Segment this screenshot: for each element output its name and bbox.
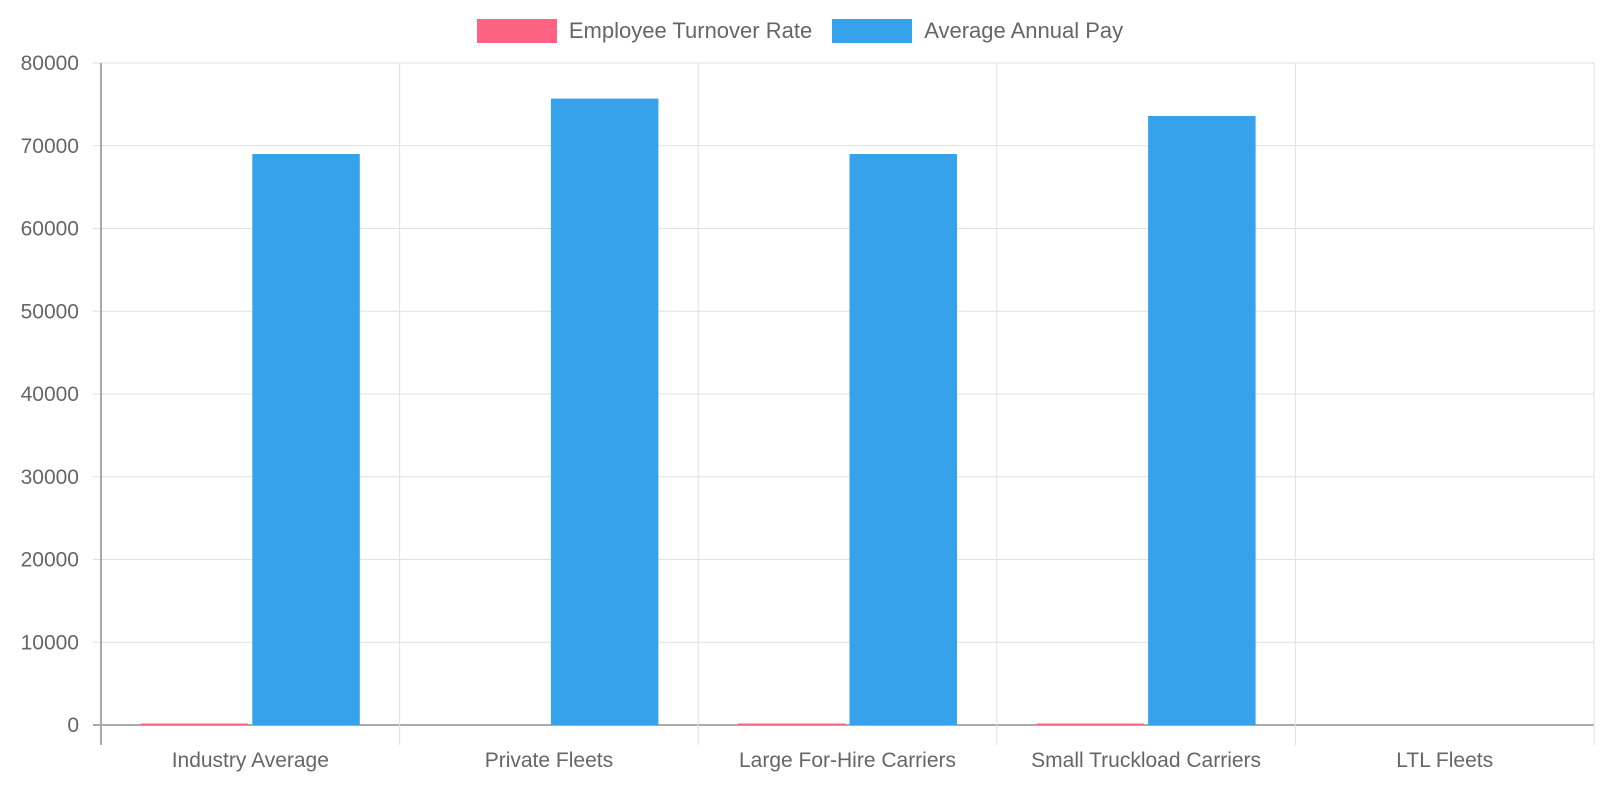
x-tick-label: LTL Fleets — [1396, 749, 1493, 772]
bar-turnover[interactable] — [1036, 723, 1145, 726]
legend-item-pay[interactable]: Average Annual Pay — [832, 18, 1123, 44]
y-tick-label: 30000 — [21, 466, 79, 489]
y-tick-label: 10000 — [21, 631, 79, 654]
y-tick-label: 0 — [67, 714, 79, 737]
bar-pay[interactable] — [849, 154, 957, 725]
x-tick-label: Large For-Hire Carriers — [739, 749, 956, 772]
legend-label-pay: Average Annual Pay — [924, 18, 1124, 43]
legend-swatch-turnover — [476, 19, 557, 43]
y-tick-label: 50000 — [21, 300, 79, 323]
legend-swatch-pay — [832, 19, 913, 43]
bar-pay[interactable] — [1148, 115, 1256, 725]
y-tick-label: 60000 — [21, 218, 79, 241]
y-tick-label: 40000 — [21, 383, 79, 406]
y-tick-label: 20000 — [21, 549, 79, 572]
legend-item-turnover[interactable]: Employee Turnover Rate — [476, 18, 813, 44]
chart-legend: Employee Turnover Rate Average Annual Pa… — [0, 18, 1600, 44]
bar-pay[interactable] — [252, 154, 360, 725]
x-tick-label: Industry Average — [172, 749, 329, 772]
y-tick-label: 80000 — [21, 52, 79, 75]
y-tick-label: 70000 — [21, 135, 79, 158]
bar-turnover[interactable] — [738, 723, 846, 726]
bar-turnover[interactable] — [140, 723, 249, 726]
x-tick-label: Small Truckload Carriers — [1031, 749, 1261, 772]
x-tick-label: Private Fleets — [485, 749, 613, 772]
legend-label-turnover: Employee Turnover Rate — [568, 18, 813, 43]
bar-pay[interactable] — [550, 98, 659, 725]
